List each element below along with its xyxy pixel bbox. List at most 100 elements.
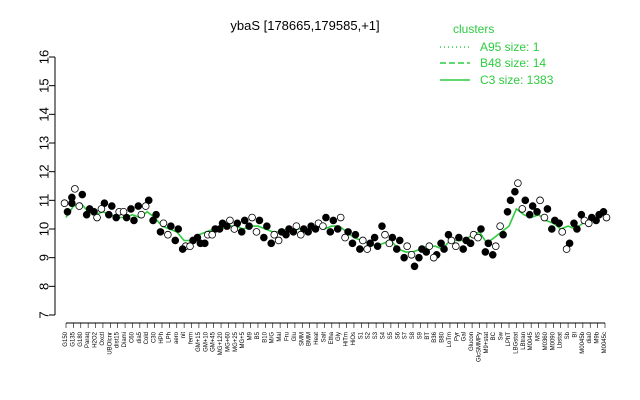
data-point: [459, 245, 468, 253]
x-tick-label: M0045b: [580, 331, 586, 353]
data-point: [178, 245, 187, 253]
data-point: [592, 216, 600, 225]
data-point: [319, 222, 327, 230]
x-tick-label: G135: [70, 331, 76, 346]
data-point: [488, 251, 497, 259]
data-point: [570, 219, 578, 228]
x-tick-label: LoTm: [447, 332, 453, 347]
y-tick-label: 8: [37, 283, 52, 290]
data-points: [60, 179, 611, 271]
x-tick-label: Paraq: [85, 332, 91, 348]
x-tick-label: Sb: [565, 331, 571, 339]
data-point: [322, 213, 330, 222]
x-tick-label: G180: [78, 331, 84, 346]
data-point: [533, 208, 541, 216]
data-point: [447, 236, 456, 245]
x-tick-label: LBtran: [521, 332, 527, 350]
x-tick-label: Mal: [277, 332, 283, 342]
y-tick-label: 9: [37, 254, 52, 261]
data-point: [444, 230, 453, 239]
data-point: [171, 236, 180, 245]
x-tick-label: S6: [395, 331, 401, 339]
data-point: [326, 228, 335, 236]
x-tick-label: BMM: [307, 332, 313, 346]
data-point: [233, 219, 242, 228]
data-point: [226, 216, 234, 225]
data-point: [93, 213, 101, 222]
data-point: [555, 219, 563, 228]
data-point: [130, 216, 138, 225]
data-point: [381, 230, 389, 239]
data-point: [255, 216, 264, 225]
data-point: [558, 228, 566, 236]
data-point: [156, 228, 165, 236]
x-tick-label: Cold: [144, 332, 150, 344]
y-tick-label: 10: [37, 222, 52, 236]
data-point: [484, 239, 493, 248]
x-tick-label: nit: [181, 332, 187, 339]
x-tick-label: BT: [425, 332, 431, 340]
data-point: [248, 213, 256, 222]
x-tick-label: Gal: [462, 332, 468, 341]
data-point: [304, 228, 312, 236]
x-axis: G150 G135 G180 Paraq H2O2 Oxctl UBOlcnr dist15 D…: [63, 322, 608, 362]
data-point: [237, 228, 246, 236]
x-tick-label: S2: [366, 331, 372, 339]
x-tick-label: M9b: [595, 331, 601, 343]
x-tick-label: Glucon: [469, 332, 475, 351]
data-point: [267, 239, 276, 248]
x-tick-label: M/G: [270, 332, 276, 344]
data-point: [174, 225, 183, 233]
x-tick-label: Oxctl: [100, 332, 106, 346]
x-tick-label: Glu: [292, 332, 298, 341]
x-tick-label: BC: [491, 331, 497, 340]
x-tick-label: S3: [373, 331, 379, 339]
x-tick-label: S9: [417, 331, 423, 339]
x-tick-label: Etha: [329, 331, 335, 344]
data-point: [356, 245, 364, 253]
legend-label-b48: B48 size: 14: [480, 56, 546, 70]
x-tick-label: G150: [63, 331, 69, 346]
x-tick-label: C30: [152, 331, 158, 343]
data-point: [518, 205, 527, 213]
x-tick-label: Diami: [122, 332, 128, 347]
x-tick-label: GM+45: [211, 331, 217, 352]
data-point: [105, 210, 113, 219]
x-tick-label: MG+120: [218, 331, 224, 355]
x-tick-label: S4: [380, 331, 386, 339]
data-point: [528, 202, 537, 210]
y-tick-label: 16: [37, 50, 52, 64]
y-tick-label: 12: [37, 164, 52, 178]
data-point: [63, 208, 72, 216]
data-point: [385, 239, 394, 248]
x-tick-label: B36: [432, 331, 438, 342]
data-point: [395, 236, 404, 245]
data-point: [511, 187, 519, 196]
x-tick-label: B10: [262, 331, 268, 342]
data-point: [149, 216, 157, 225]
data-point: [403, 242, 411, 251]
data-point: [415, 253, 423, 262]
data-point: [359, 236, 367, 245]
x-tick-label: M0045: [528, 331, 534, 350]
data-point: [108, 202, 116, 210]
data-point: [437, 239, 445, 248]
data-point: [223, 222, 231, 230]
x-tick-label: B5: [255, 331, 261, 339]
data-point: [68, 199, 76, 208]
x-tick-label: dist15: [115, 331, 121, 348]
x-tick-label: Lbstat: [558, 332, 564, 349]
data-point: [311, 225, 320, 233]
data-point: [186, 242, 194, 251]
data-point: [503, 208, 512, 216]
data-point: [141, 202, 150, 210]
data-point: [543, 205, 552, 213]
x-tick-label: UBOlcnr: [107, 332, 113, 355]
data-point: [521, 196, 530, 205]
legend-label-c3: C3 size: 1383: [480, 73, 554, 87]
data-point: [252, 228, 261, 236]
data-point: [200, 239, 209, 248]
data-point: [373, 242, 382, 251]
data-point: [78, 190, 87, 199]
x-tick-label: HiTm: [344, 332, 350, 346]
